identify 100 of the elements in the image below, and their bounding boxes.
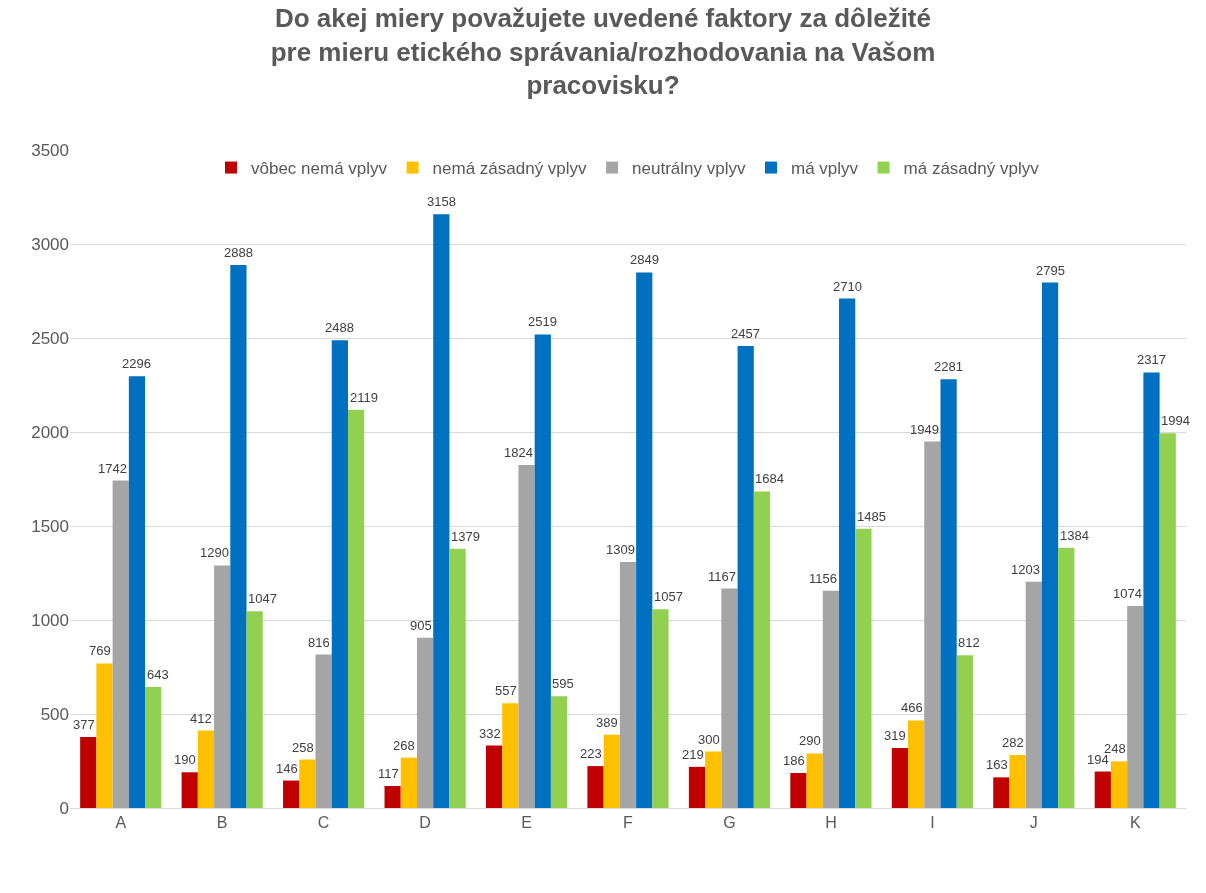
x-tick-label: F bbox=[623, 814, 634, 832]
data-label: 1824 bbox=[504, 445, 533, 460]
bar bbox=[400, 757, 417, 808]
data-label: 219 bbox=[682, 747, 704, 762]
data-label: 2710 bbox=[833, 279, 862, 294]
y-tick-label: 2500 bbox=[31, 328, 69, 348]
y-tick-label: 500 bbox=[40, 704, 69, 724]
data-label: 1047 bbox=[248, 591, 277, 606]
data-label: 377 bbox=[73, 717, 95, 732]
data-label: 1994 bbox=[1161, 413, 1190, 428]
bar bbox=[737, 346, 754, 808]
data-label: 2119 bbox=[350, 390, 378, 405]
bar bbox=[993, 777, 1010, 808]
bar bbox=[416, 637, 434, 808]
bar bbox=[181, 772, 198, 808]
data-label: 2488 bbox=[325, 320, 354, 335]
bar bbox=[1058, 547, 1075, 808]
data-label: 163 bbox=[986, 757, 1008, 772]
data-label: 1290 bbox=[200, 545, 229, 560]
y-tick-label: 2000 bbox=[31, 422, 69, 442]
legend-label: má vplyv bbox=[790, 159, 859, 179]
data-label: 223 bbox=[580, 746, 602, 761]
bar bbox=[550, 696, 568, 808]
x-tick-label: C bbox=[317, 814, 330, 832]
bar bbox=[433, 214, 450, 808]
data-label: 1379 bbox=[451, 529, 480, 544]
data-label: 3158 bbox=[427, 194, 456, 209]
data-label: 557 bbox=[495, 683, 517, 698]
bar bbox=[587, 766, 604, 808]
data-label: 2519 bbox=[528, 314, 557, 329]
legend-label: má zásadný vplyv bbox=[903, 159, 1040, 179]
bar bbox=[753, 491, 771, 808]
bar bbox=[485, 745, 503, 808]
bar bbox=[855, 528, 872, 808]
bar bbox=[956, 655, 973, 808]
bar bbox=[806, 753, 823, 808]
data-label: 332 bbox=[479, 726, 501, 741]
bar bbox=[721, 588, 738, 808]
bar bbox=[112, 480, 129, 808]
bar bbox=[384, 786, 401, 808]
data-label: 117 bbox=[378, 766, 399, 781]
data-label: 300 bbox=[698, 732, 720, 747]
data-label: 643 bbox=[147, 667, 169, 682]
data-label: 412 bbox=[190, 711, 212, 726]
bar bbox=[1009, 754, 1026, 808]
bar bbox=[331, 340, 348, 808]
bar bbox=[299, 759, 316, 808]
bar bbox=[1094, 771, 1111, 808]
x-tick-label: G bbox=[723, 814, 736, 832]
data-label: 1167 bbox=[708, 569, 736, 584]
data-label: 2317 bbox=[1137, 352, 1166, 367]
bar bbox=[80, 737, 97, 808]
bar bbox=[790, 773, 807, 808]
chart-title: Do akej miery považujete uvedené faktory za dôležité pre mieru etického správania/rozhodovania na Vašom pracovisku? bbox=[270, 2, 936, 101]
data-label: 186 bbox=[783, 753, 805, 768]
data-label: 1384 bbox=[1060, 528, 1089, 543]
data-label: 816 bbox=[308, 635, 330, 650]
data-label: 319 bbox=[884, 728, 906, 743]
legend-label: neutrálny vplyv bbox=[632, 159, 746, 179]
data-label: 290 bbox=[799, 733, 821, 748]
data-label: 2281 bbox=[934, 359, 963, 374]
data-label: 1485 bbox=[857, 509, 886, 524]
bar bbox=[96, 663, 113, 808]
bar bbox=[128, 376, 146, 808]
data-label: 2296 bbox=[122, 356, 151, 371]
bar bbox=[1143, 372, 1160, 808]
bar bbox=[619, 561, 637, 808]
data-label: 1742 bbox=[98, 461, 127, 476]
data-label: 812 bbox=[958, 635, 980, 650]
bar bbox=[688, 766, 706, 808]
bar bbox=[636, 272, 653, 808]
bar bbox=[705, 751, 722, 808]
data-label: 282 bbox=[1002, 735, 1024, 750]
bar bbox=[940, 379, 957, 808]
legend-label: vôbec nemá vplyv bbox=[251, 159, 388, 179]
x-tick-label: J bbox=[1029, 814, 1038, 832]
data-label: 2795 bbox=[1036, 263, 1065, 278]
x-tick-label: K bbox=[1129, 814, 1141, 832]
x-tick-label: I bbox=[930, 814, 935, 832]
x-tick-label: B bbox=[216, 814, 228, 832]
y-tick-label: 0 bbox=[59, 798, 69, 818]
bar bbox=[908, 720, 925, 808]
data-label: 1203 bbox=[1011, 562, 1040, 577]
x-tick-label: E bbox=[521, 814, 532, 832]
bar bbox=[534, 334, 551, 808]
data-label: 1057 bbox=[654, 589, 683, 604]
data-label: 769 bbox=[89, 643, 111, 658]
data-label: 595 bbox=[552, 676, 574, 691]
bar bbox=[652, 609, 669, 808]
bar bbox=[347, 409, 365, 808]
data-label: 1309 bbox=[606, 542, 635, 557]
bar bbox=[924, 441, 941, 808]
y-tick-label: 1500 bbox=[31, 516, 69, 536]
data-label: 2849 bbox=[630, 252, 659, 267]
data-label: 1074 bbox=[1113, 586, 1142, 601]
bar bbox=[518, 465, 535, 808]
data-label: 466 bbox=[901, 700, 923, 715]
bar bbox=[230, 265, 247, 808]
bar bbox=[1127, 606, 1144, 808]
data-label: 905 bbox=[410, 618, 432, 633]
